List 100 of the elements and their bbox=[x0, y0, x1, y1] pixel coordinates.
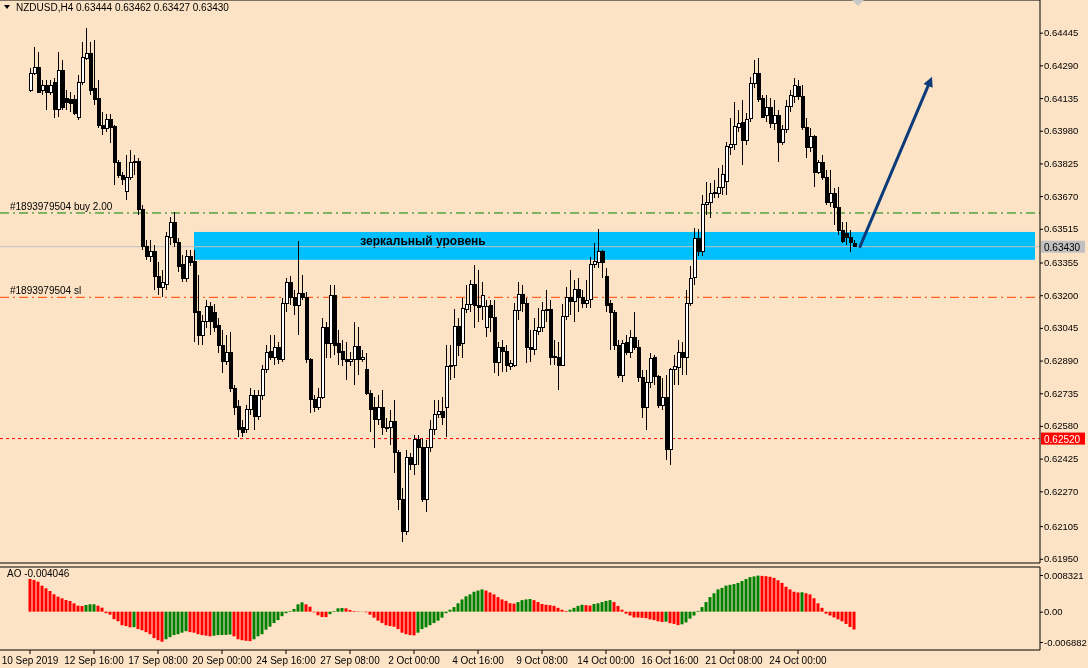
bar bbox=[40, 585, 44, 612]
candlestick bbox=[452, 308, 457, 379]
bar bbox=[296, 604, 300, 612]
candlestick bbox=[604, 267, 609, 313]
bar bbox=[512, 603, 516, 612]
bar bbox=[792, 591, 796, 612]
bar bbox=[388, 611, 392, 627]
bar bbox=[844, 611, 848, 624]
bar bbox=[840, 611, 844, 622]
y-tick-label: 0.63045 bbox=[1044, 322, 1079, 334]
bar bbox=[764, 576, 768, 612]
bar bbox=[676, 611, 680, 626]
candlestick bbox=[252, 389, 257, 431]
bar bbox=[744, 579, 748, 612]
candlestick bbox=[208, 301, 213, 336]
bar bbox=[300, 602, 304, 612]
bar bbox=[616, 605, 620, 612]
candlestick bbox=[792, 77, 797, 104]
bar bbox=[168, 611, 172, 638]
bar bbox=[668, 611, 672, 624]
bar bbox=[92, 604, 96, 612]
bar bbox=[52, 594, 56, 612]
y-tick-label: 0.63515 bbox=[1044, 223, 1079, 235]
bar bbox=[808, 594, 812, 612]
bar bbox=[480, 589, 484, 612]
bar bbox=[788, 589, 792, 612]
bar bbox=[148, 611, 152, 635]
x-tick-label: 24 Oct 00:00 bbox=[769, 655, 828, 666]
candlestick bbox=[740, 99, 745, 166]
bar bbox=[248, 611, 252, 642]
candlestick bbox=[192, 249, 197, 343]
bar bbox=[156, 611, 160, 641]
bar bbox=[120, 611, 124, 626]
bar bbox=[784, 586, 788, 612]
candlestick bbox=[844, 221, 849, 246]
bar bbox=[572, 607, 576, 612]
bar bbox=[236, 611, 240, 640]
candlestick bbox=[812, 135, 817, 188]
bar bbox=[412, 611, 416, 636]
candlestick bbox=[700, 194, 705, 257]
candlestick bbox=[620, 339, 625, 383]
candlestick bbox=[152, 244, 157, 291]
bar bbox=[292, 608, 296, 612]
bar bbox=[400, 611, 404, 633]
bar bbox=[384, 611, 388, 626]
bar bbox=[192, 611, 196, 633]
y-tick-label: 0.008321 bbox=[1044, 569, 1084, 581]
candlestick bbox=[596, 228, 601, 269]
y-tick-label: 0.63670 bbox=[1044, 190, 1079, 202]
bar bbox=[468, 594, 472, 612]
bar bbox=[408, 611, 412, 636]
bar bbox=[508, 603, 512, 612]
bar bbox=[800, 592, 804, 612]
bar bbox=[176, 611, 180, 635]
bar bbox=[188, 611, 192, 633]
bar bbox=[520, 600, 524, 612]
bar bbox=[524, 599, 528, 612]
bar bbox=[804, 593, 808, 612]
candlestick bbox=[588, 256, 593, 309]
bar bbox=[80, 605, 84, 612]
bar bbox=[724, 585, 728, 612]
y-tick-label: 0.62425 bbox=[1044, 453, 1079, 465]
bar bbox=[592, 604, 596, 612]
candlestick bbox=[716, 167, 721, 199]
bar bbox=[84, 605, 88, 612]
candlestick bbox=[344, 341, 349, 381]
bar bbox=[472, 591, 476, 612]
bar bbox=[636, 611, 640, 618]
x-tick-label: 2 Oct 00:00 bbox=[388, 655, 441, 666]
candlestick bbox=[332, 284, 337, 356]
bar bbox=[580, 604, 584, 612]
bar bbox=[420, 611, 424, 630]
bar bbox=[780, 582, 784, 612]
y-tick-label: 0.64135 bbox=[1044, 92, 1079, 104]
candlestick bbox=[628, 329, 633, 359]
bar bbox=[160, 611, 164, 642]
bar bbox=[664, 611, 668, 622]
candlestick bbox=[404, 449, 409, 536]
candlestick bbox=[724, 141, 729, 196]
x-tick-label: 9 Oct 08:00 bbox=[516, 655, 569, 666]
bar bbox=[456, 603, 460, 612]
bar bbox=[184, 611, 188, 632]
bar bbox=[504, 600, 508, 612]
bar bbox=[576, 605, 580, 612]
bar bbox=[432, 611, 436, 624]
bar bbox=[252, 611, 256, 640]
bar bbox=[740, 581, 744, 612]
ref-line-label: #1893979504 buy 2.00 bbox=[10, 200, 113, 212]
bar bbox=[108, 611, 112, 615]
bar bbox=[736, 582, 740, 612]
bar bbox=[132, 611, 136, 628]
bar bbox=[28, 578, 32, 612]
y-tick-label: 0.64290 bbox=[1044, 59, 1079, 71]
candlestick bbox=[500, 339, 505, 373]
bar bbox=[748, 577, 752, 612]
bar bbox=[268, 611, 272, 627]
bar bbox=[496, 597, 500, 612]
bar bbox=[276, 611, 280, 621]
bar bbox=[228, 611, 232, 635]
bar bbox=[540, 604, 544, 612]
